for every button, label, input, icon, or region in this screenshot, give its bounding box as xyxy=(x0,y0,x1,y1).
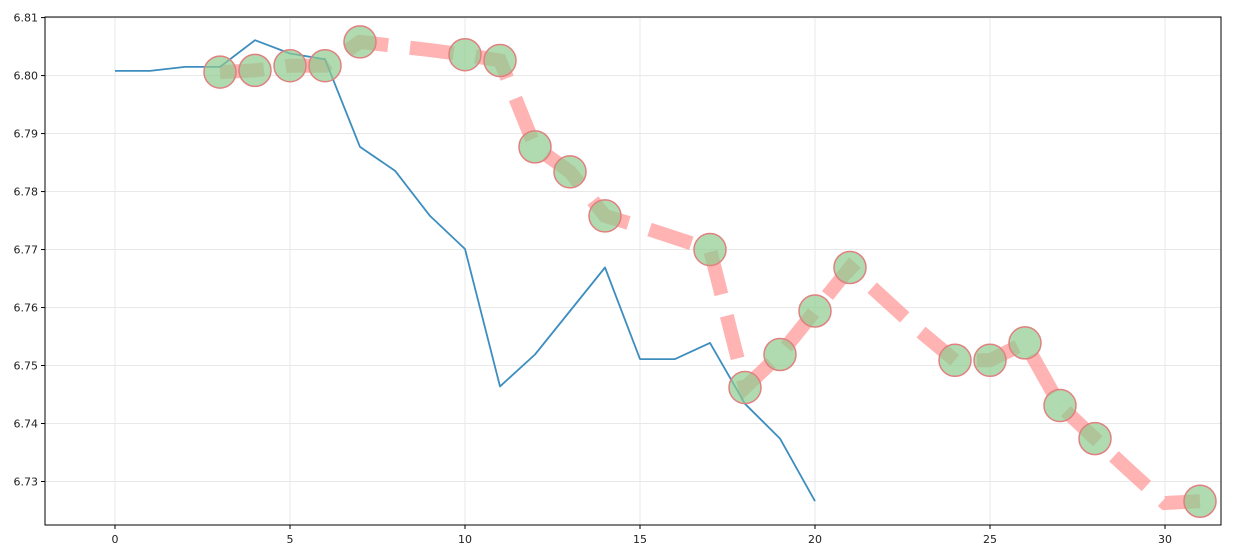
data-point-marker xyxy=(1078,421,1112,456)
data-point-marker xyxy=(1183,484,1217,518)
data-point-marker xyxy=(273,48,307,83)
y-tick-label: 6.78 xyxy=(14,186,39,199)
price-line xyxy=(115,39,816,502)
data-point-marker xyxy=(308,48,342,83)
data-point-marker xyxy=(833,250,867,285)
x-tick-label: 20 xyxy=(808,533,822,546)
data-point-marker xyxy=(1043,388,1077,423)
y-tick-label: 6.77 xyxy=(14,244,39,257)
x-tick-label: 5 xyxy=(287,533,294,546)
data-point-marker xyxy=(343,25,377,59)
data-point-marker xyxy=(238,53,272,88)
grid xyxy=(45,17,1221,525)
data-point-marker xyxy=(518,130,552,164)
data-point-marker xyxy=(483,43,517,78)
data-point-marker xyxy=(693,232,727,267)
data-point-marker xyxy=(588,199,622,233)
x-tick-label: 25 xyxy=(983,533,997,546)
data-point-marker xyxy=(938,343,972,378)
y-tick-label: 6.80 xyxy=(14,70,39,83)
y-tick-label: 6.76 xyxy=(14,302,39,315)
data-point-marker xyxy=(763,337,797,372)
data-point-marker xyxy=(728,370,762,405)
y-tick-label: 6.79 xyxy=(14,128,39,141)
x-tick-label: 15 xyxy=(633,533,647,546)
tick-layer: 6.73 6.74 6.75 6.76 6.77 6.78 6.79 6.80 6.81 0 5 10… xyxy=(14,12,1173,546)
data-point-marker xyxy=(203,55,237,89)
x-tick-label: 0 xyxy=(112,533,119,546)
data-point-marker xyxy=(553,155,587,189)
y-tick-label: 6.74 xyxy=(14,418,39,431)
data-point-marker xyxy=(448,37,482,72)
y-tick-label: 6.81 xyxy=(14,12,39,25)
x-tick-label: 30 xyxy=(1158,533,1172,546)
data-point-marker xyxy=(973,343,1007,378)
data-point-marker xyxy=(1008,326,1042,360)
plot-frame xyxy=(44,16,1222,526)
y-tick-label: 6.75 xyxy=(14,360,39,373)
trend-dashed-line xyxy=(219,34,1201,511)
data-point-marker xyxy=(798,294,832,328)
series-layer xyxy=(115,25,1217,518)
x-tick-label: 10 xyxy=(458,533,472,546)
y-tick-label: 6.73 xyxy=(14,476,39,489)
